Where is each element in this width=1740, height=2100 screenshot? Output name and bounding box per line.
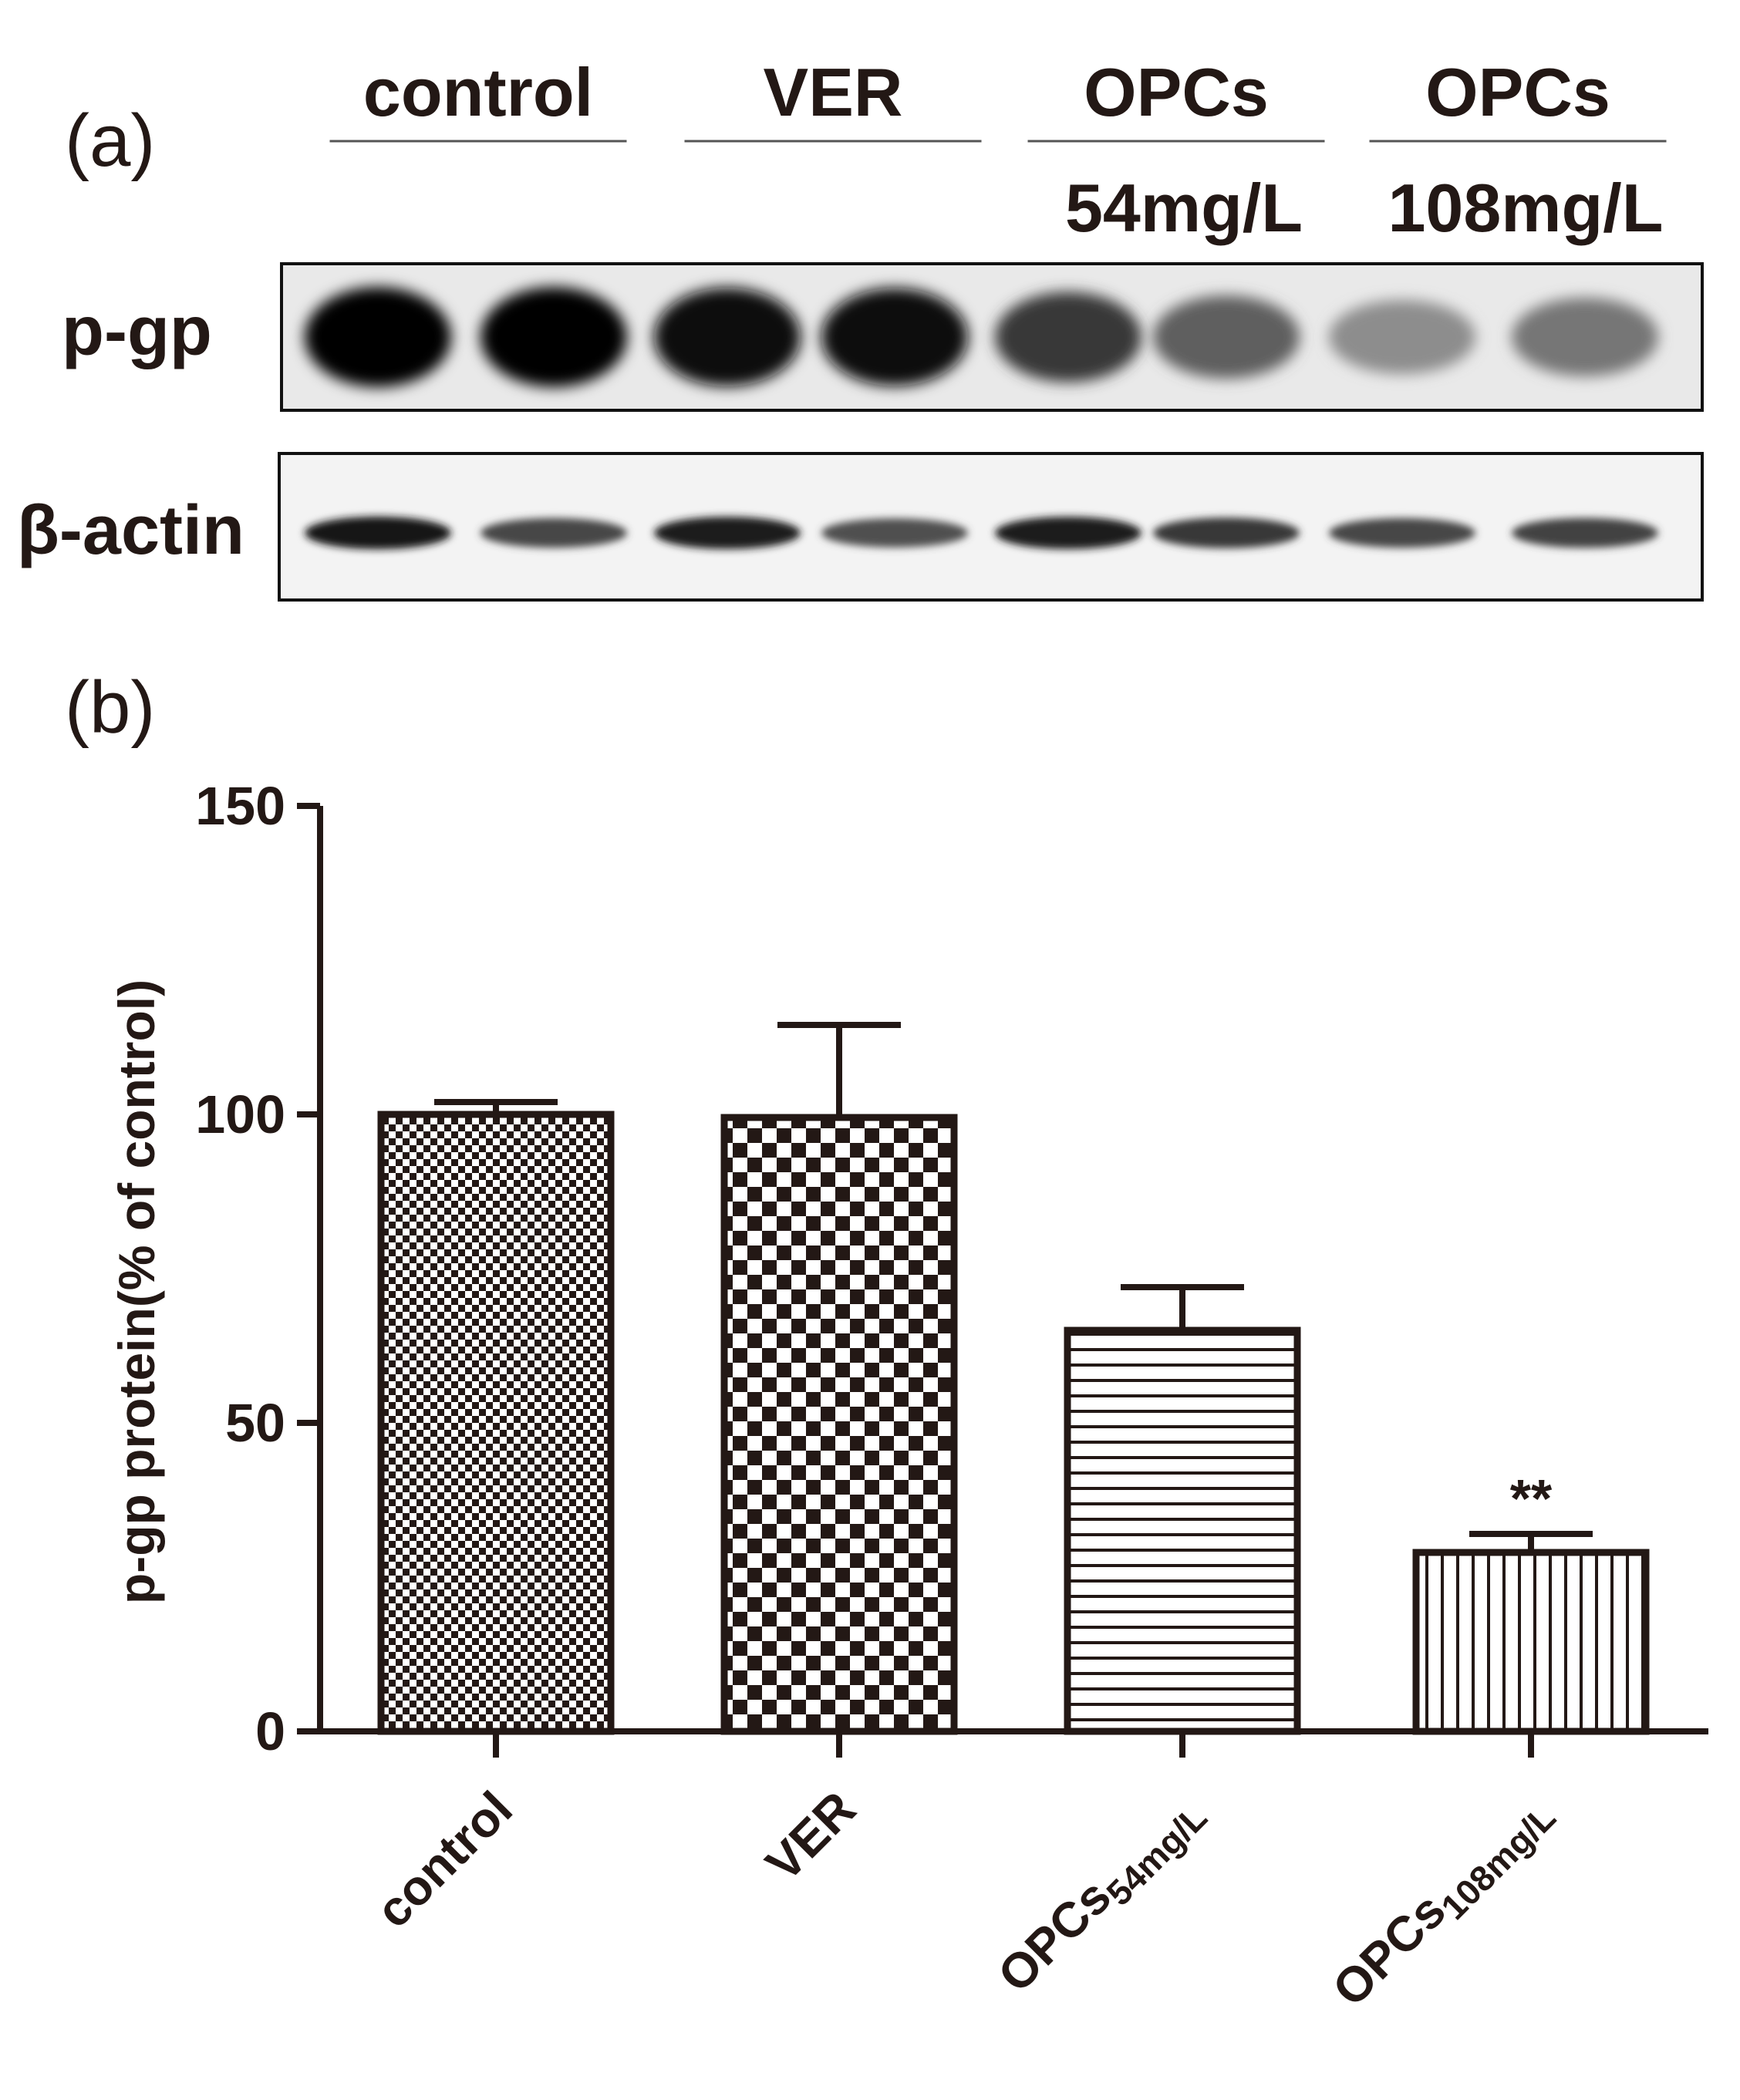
blot-band <box>1329 517 1475 548</box>
blot-group-concentration: 54mg/L <box>1065 170 1303 246</box>
blot-group-concentration: 108mg/L <box>1388 170 1663 246</box>
x-tick-label-subscript: 108mg/L <box>1433 1797 1563 1927</box>
bar <box>377 1111 615 1735</box>
x-tick-label: control <box>366 1781 523 1938</box>
blot-row-label: p-gp <box>62 293 212 370</box>
blot-band <box>995 292 1141 383</box>
blot-band <box>821 518 968 548</box>
x-tick-label-subscript: 54mg/L <box>1098 1797 1215 1913</box>
x-tick-label: OPCs54mg/L <box>987 1781 1215 2008</box>
blot-band <box>1512 517 1658 548</box>
blot-band <box>654 287 801 387</box>
blot-band <box>481 287 627 387</box>
blot-band <box>305 516 451 550</box>
y-axis-label: p-gp protein(% of control) <box>108 979 165 1604</box>
bars: ** <box>377 1022 1650 1758</box>
bar <box>1064 1326 1301 1735</box>
x-axis-tick-labels: control VER OPCs54mg/L OPCs108mg/L <box>366 1781 1563 2022</box>
blot-group-label: VER <box>764 54 903 130</box>
blot-band <box>1329 299 1475 375</box>
x-tick-label: OPCs108mg/L <box>1322 1781 1563 2022</box>
blot-band <box>654 516 801 550</box>
blot-group-label: OPCs <box>1425 54 1610 130</box>
blot-band <box>305 287 451 387</box>
x-tick-label: VER <box>755 1781 866 1892</box>
blot-band <box>481 517 627 548</box>
panel-a-label: (a) <box>65 99 155 182</box>
y-tick-label: 0 <box>255 1701 285 1761</box>
blot-group-label: OPCs <box>1084 54 1269 130</box>
y-tick-label: 150 <box>195 776 285 836</box>
blot-band <box>995 516 1141 550</box>
blot-band <box>821 288 968 386</box>
blot-group-label: control <box>363 54 593 130</box>
blot-rows: p-gp β-actin <box>17 262 1704 602</box>
blot-band <box>1512 298 1658 376</box>
western-blot-panel: (a) control VER OPCs 54mg/L OPCs 108mg/L p-gp… <box>17 54 1704 602</box>
y-axis-ticks: 0 50 100 150 <box>195 776 320 1761</box>
x-tick-label-main: VER <box>755 1781 866 1892</box>
blot-band <box>1153 295 1300 379</box>
blot-group-headers: control VER OPCs 54mg/L OPCs 108mg/L <box>329 54 1667 246</box>
bar-chart-panel: (b) p-gp protein(% of control) 0 50 100 150… <box>65 666 1708 2022</box>
blot-band <box>1153 517 1300 548</box>
significance-annotation: ** <box>1510 1468 1553 1529</box>
panel-b-label: (b) <box>65 666 155 749</box>
bar <box>720 1114 958 1735</box>
bar <box>1412 1549 1650 1735</box>
axes <box>297 806 1708 1734</box>
y-tick-label: 100 <box>195 1084 285 1144</box>
blot-row-label: β-actin <box>17 492 244 569</box>
y-tick-label: 50 <box>225 1393 285 1453</box>
x-tick-label-main: control <box>366 1781 523 1938</box>
